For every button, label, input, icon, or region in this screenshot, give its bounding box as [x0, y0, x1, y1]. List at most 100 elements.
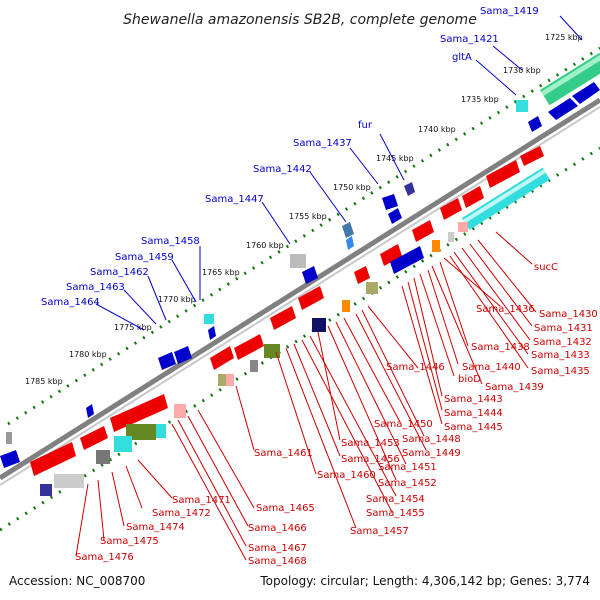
label-sama-1440: Sama_1440	[462, 362, 521, 373]
genome-title: Shewanella amazonensis SB2B, complete ge…	[123, 12, 477, 28]
label-sama-1464: Sama_1464	[41, 297, 100, 308]
label-sama-1475: Sama_1475	[100, 536, 159, 547]
top-leaders	[95, 15, 583, 331]
outer-dotted-track	[7, 46, 600, 426]
gene-1431	[486, 160, 520, 188]
label-sama-1437: Sama_1437	[293, 138, 352, 149]
gene-1448	[342, 300, 350, 312]
label-sama-1442: Sama_1442	[253, 164, 312, 175]
gene-1438	[380, 244, 402, 266]
label-sama-1461: Sama_1461	[254, 448, 313, 459]
label-sama-1460: Sama_1460	[317, 470, 376, 481]
gene-1449	[312, 318, 326, 332]
genome-backbone	[0, 97, 600, 481]
label-sama-1474: Sama_1474	[126, 522, 185, 533]
gene-1444	[366, 282, 378, 294]
gene-1468	[156, 424, 166, 438]
gene-1453	[264, 344, 280, 358]
gene-1426	[528, 116, 542, 132]
label-sama-1465: Sama_1465	[256, 503, 315, 514]
label-sama-1463: Sama_1463	[66, 282, 125, 293]
tick-1770: 1770 kbp	[158, 295, 196, 304]
gene-1421	[548, 98, 578, 120]
gene-1460	[210, 346, 234, 370]
gene-1456	[234, 334, 264, 360]
label-sama-1419: Sama_1419	[480, 6, 539, 17]
inner-dotted-track	[0, 146, 600, 532]
label-sama-1447: Sama_1447	[205, 194, 264, 205]
label-sama-1448: Sama_1448	[402, 434, 461, 445]
label-sama-1457: Sama_1457	[350, 526, 409, 537]
gene-1440	[448, 232, 454, 242]
gene-1435	[458, 222, 468, 232]
gene-1447b	[302, 266, 318, 284]
gene-1437	[382, 194, 398, 210]
gene-1439	[432, 240, 440, 252]
gene-1467	[126, 424, 156, 440]
tick-1740: 1740 kbp	[418, 125, 456, 134]
label-sama-1451: Sama_1451	[378, 462, 437, 473]
gene-1475	[54, 474, 84, 488]
label-sama-1450: Sama_1450	[374, 419, 433, 430]
label-sama-1468: Sama_1468	[248, 556, 307, 567]
label-sucC: sucC	[534, 262, 558, 273]
gene-1455	[250, 360, 258, 372]
gene-1433	[440, 198, 462, 220]
gene-1423	[572, 82, 600, 104]
gene-left-grey	[6, 432, 12, 444]
gene-gltA	[516, 100, 528, 112]
label-sama-1443: Sama_1443	[444, 394, 503, 405]
gene-1437b	[388, 208, 402, 224]
feature-block-1419	[540, 52, 600, 106]
gene-1474	[80, 426, 108, 450]
gene-1476	[30, 442, 76, 476]
gene-1463	[174, 346, 192, 364]
kbp-tick-labels: 1725 kbp 1730 kbp 1735 kbp 1740 kbp 1745…	[25, 33, 583, 386]
gene-1461	[218, 374, 226, 386]
gene-1462	[158, 352, 176, 370]
tick-1765: 1765 kbp	[202, 268, 240, 277]
gene-1442	[342, 222, 354, 238]
forward-genes	[0, 82, 600, 468]
gene-1446	[298, 286, 324, 310]
tick-1755: 1755 kbp	[289, 212, 327, 221]
label-sama-1436: Sama_1436	[476, 304, 535, 315]
label-gltA: gltA	[452, 52, 472, 63]
gene-1477	[40, 484, 52, 496]
label-sama-1456: Sama_1456	[341, 454, 400, 465]
gene-1473	[96, 450, 110, 464]
label-sama-1466: Sama_1466	[248, 523, 307, 534]
label-sama-1455: Sama_1455	[366, 508, 425, 519]
label-sama-1446: Sama_1446	[386, 362, 445, 373]
gene-1430	[520, 146, 544, 166]
gene-1443	[354, 266, 370, 284]
tick-1760: 1760 kbp	[246, 241, 284, 250]
gene-1447	[290, 254, 306, 268]
label-sama-1472: Sama_1472	[152, 508, 211, 519]
reverse-genes	[30, 146, 544, 476]
genome-summary-text: Topology: circular; Length: 4,306,142 bp…	[259, 574, 590, 588]
label-sama-1471: Sama_1471	[172, 495, 231, 506]
label-sama-1459: Sama_1459	[115, 252, 174, 263]
label-sama-1432: Sama_1432	[533, 337, 592, 348]
tick-1750: 1750 kbp	[333, 183, 371, 192]
gene-1472	[114, 436, 132, 452]
tick-1735: 1735 kbp	[461, 95, 499, 104]
accession-text: Accession: NC_008700	[9, 574, 145, 588]
gene-1432	[462, 186, 484, 208]
gene-1436	[412, 220, 434, 242]
tick-1725: 1725 kbp	[545, 33, 583, 42]
label-sama-1458: Sama_1458	[141, 236, 200, 247]
tick-1785: 1785 kbp	[25, 377, 63, 386]
bottom-leaders	[75, 231, 537, 561]
bottom-gene-labels: sucC Sama_1430 Sama_1431 Sama_1432 Sama_…	[75, 262, 598, 567]
label-sama-1435: Sama_1435	[531, 366, 590, 377]
gene-1458	[204, 314, 214, 324]
gene-1465	[226, 374, 234, 386]
gene-1466	[174, 404, 186, 418]
gene-left-1	[0, 450, 20, 468]
gene-1464	[86, 404, 94, 418]
label-sama-1431: Sama_1431	[534, 323, 593, 334]
top-gene-labels: Sama_1419 Sama_1421 gltA fur Sama_1437 S…	[41, 6, 539, 308]
